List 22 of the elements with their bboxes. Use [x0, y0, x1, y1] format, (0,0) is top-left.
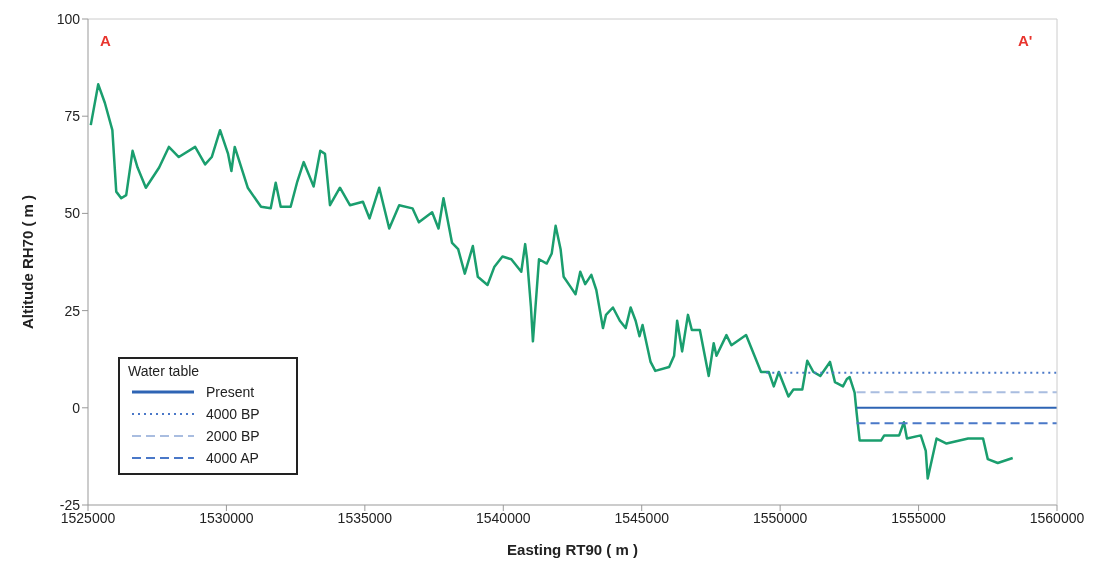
legend-label: 4000 AP: [206, 450, 259, 466]
x-axis-title: Easting RT90 ( m ): [507, 541, 638, 558]
y-axis-title: Altitude RH70 ( m ): [19, 194, 37, 330]
x-tick-label: 1535000: [337, 509, 393, 526]
y-tick-label: 25: [64, 302, 81, 319]
line-series: [89, 83, 1014, 480]
legend-label: 2000 BP: [206, 428, 260, 444]
x-tick-label: 1560000: [1029, 509, 1085, 526]
annotation: A': [1018, 32, 1033, 49]
y-tick-label: 75: [64, 108, 81, 125]
x-tick-label: 1555000: [891, 509, 947, 526]
x-tick-label: 1550000: [752, 509, 808, 526]
annotation: A: [100, 32, 111, 49]
x-tick-label: 1545000: [614, 509, 670, 526]
x-tick-label: 1530000: [199, 509, 254, 526]
y-tick-label: 50: [64, 205, 81, 222]
y-tick-label: 0: [72, 399, 81, 416]
y-tick-label: 100: [56, 10, 81, 27]
legend-title: Water table: [128, 363, 201, 379]
legend-label: 4000 BP: [206, 406, 260, 422]
legend-label: Present: [206, 384, 255, 400]
x-tick-label: 1540000: [476, 509, 531, 526]
